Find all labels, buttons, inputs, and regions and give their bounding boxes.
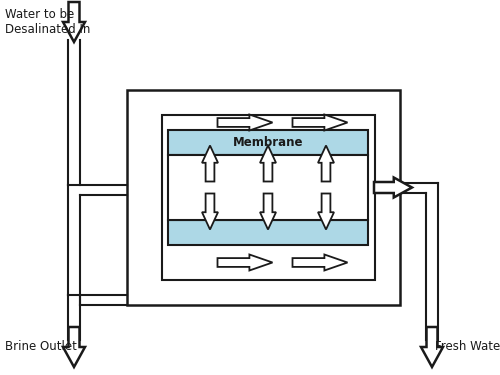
Polygon shape: [260, 146, 276, 182]
Polygon shape: [421, 327, 443, 367]
Polygon shape: [374, 177, 412, 198]
Polygon shape: [63, 327, 85, 367]
Bar: [162, 115, 375, 280]
Polygon shape: [292, 114, 348, 130]
Polygon shape: [318, 194, 334, 230]
Polygon shape: [63, 2, 85, 42]
Bar: [168, 220, 368, 245]
Polygon shape: [202, 146, 218, 182]
Text: Water to be
Desalinated In: Water to be Desalinated In: [5, 8, 90, 36]
Polygon shape: [292, 255, 348, 270]
Text: Fresh Water: Fresh Water: [435, 340, 500, 353]
Polygon shape: [218, 255, 272, 270]
Polygon shape: [318, 146, 334, 182]
Bar: [127, 90, 400, 305]
Bar: [168, 155, 368, 220]
Text: Membrane: Membrane: [233, 136, 303, 149]
Polygon shape: [260, 194, 276, 230]
Polygon shape: [202, 194, 218, 230]
Polygon shape: [218, 114, 272, 130]
Text: Brine Outlet: Brine Outlet: [5, 340, 77, 353]
Bar: [168, 130, 368, 155]
